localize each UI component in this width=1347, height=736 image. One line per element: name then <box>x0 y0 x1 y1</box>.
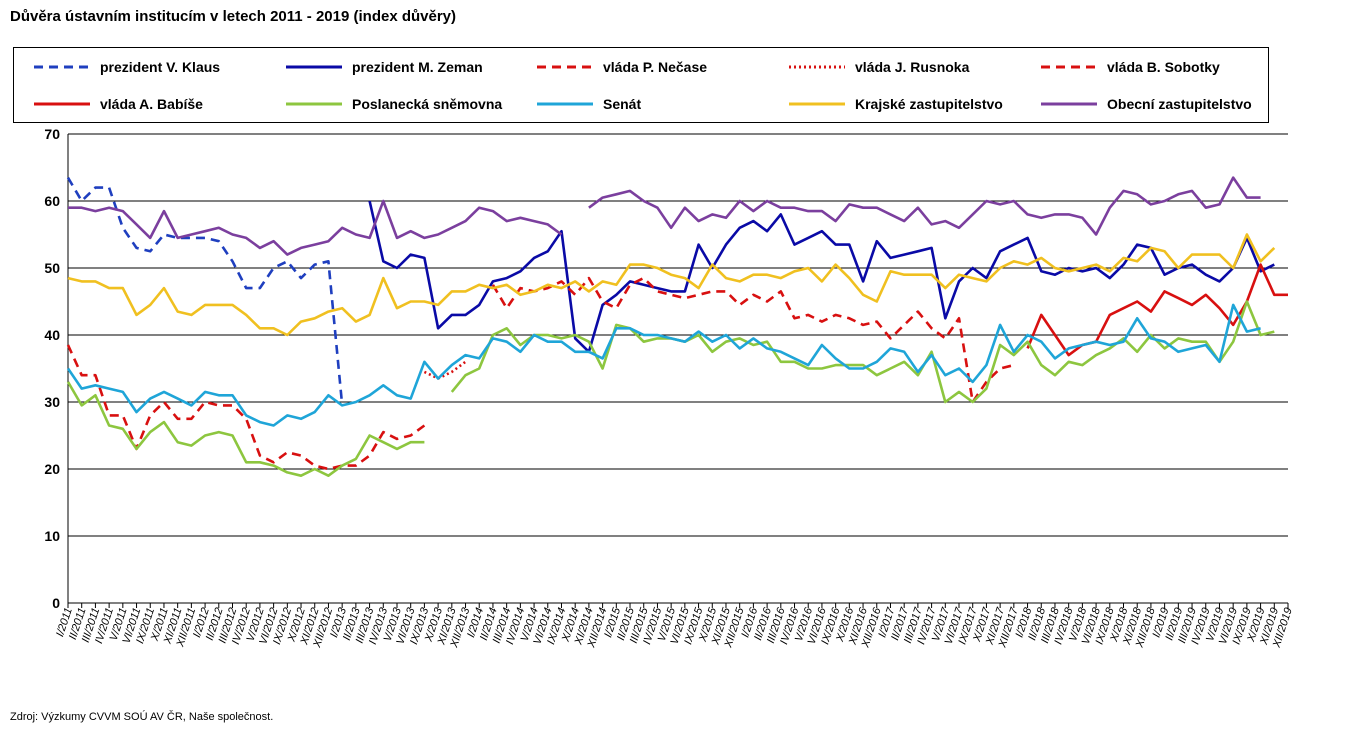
y-tick-label: 30 <box>44 394 60 410</box>
legend-label: Obecní zastupitelstvo <box>1107 96 1252 112</box>
legend-item: Senát <box>535 94 641 114</box>
legend-swatch <box>286 102 342 106</box>
legend-item: vláda J. Rusnoka <box>787 57 969 77</box>
y-tick-label: 50 <box>44 260 60 276</box>
legend-swatch <box>34 65 90 69</box>
legend-label: prezident M. Zeman <box>352 59 483 75</box>
legend-item: vláda B. Sobotky <box>1039 57 1220 77</box>
legend-label: vláda B. Sobotky <box>1107 59 1220 75</box>
legend-item: vláda A. Babíše <box>32 94 203 114</box>
series-5-line <box>491 276 1015 404</box>
series-8-line <box>66 303 1261 427</box>
series-segment <box>66 381 425 478</box>
series-segment <box>66 344 426 471</box>
legend-swatch <box>789 102 845 106</box>
series-2-line <box>368 200 1275 354</box>
y-tick-label: 40 <box>44 327 60 343</box>
legend-label: vláda J. Rusnoka <box>855 59 970 75</box>
y-tick-label: 20 <box>44 461 60 477</box>
legend-swatch <box>286 65 342 69</box>
legend-label: Senát <box>603 96 642 112</box>
legend-swatch <box>537 65 593 69</box>
chart-legend: prezident V. Klaus prezident M. Zeman vlád… <box>13 47 1269 123</box>
legend-item: Obecní zastupitelstvo <box>1039 94 1252 114</box>
legend-label: Poslanecká sněmovna <box>352 96 503 112</box>
series-segment <box>491 276 1015 404</box>
series-10-line <box>68 176 1261 256</box>
legend-label: vláda P. Nečase <box>603 59 708 75</box>
chart-title: Důvěra ústavním institucím v letech 2011… <box>10 8 457 25</box>
series-segment <box>450 300 1275 404</box>
legend-swatch <box>34 102 90 106</box>
legend-label: vláda A. Babíše <box>100 96 203 112</box>
y-tick-label: 0 <box>52 595 60 611</box>
series-7-line <box>66 300 1275 478</box>
legend-item: prezident M. Zeman <box>284 57 483 77</box>
legend-label: Krajské zastupitelstvo <box>855 96 1003 112</box>
series-segment <box>368 200 1275 354</box>
series-segment <box>67 233 1276 337</box>
series-3-line <box>66 344 426 471</box>
y-tick-label: 70 <box>44 126 60 142</box>
series-segment <box>66 303 1261 427</box>
legend-item: Krajské zastupitelstvo <box>787 94 1003 114</box>
legend-swatch <box>1041 102 1097 106</box>
legend-item: Poslanecká sněmovna <box>284 94 502 114</box>
series-9-line <box>67 233 1276 337</box>
legend-swatch <box>537 102 593 106</box>
legend-swatch <box>789 65 845 69</box>
chart-plot-area: 010203040506070I/2011II/2011III/2011IV/2… <box>44 126 1294 650</box>
legend-item: vláda P. Nečase <box>535 57 707 77</box>
legend-item: prezident V. Klaus <box>32 57 220 77</box>
series-segment <box>588 176 1261 236</box>
legend-swatch <box>1041 65 1097 69</box>
series-segment <box>68 199 563 256</box>
series-1-line <box>66 176 344 406</box>
y-tick-label: 60 <box>44 193 60 209</box>
legend-label: prezident V. Klaus <box>100 59 221 75</box>
series-segment <box>66 176 344 406</box>
source-note: Zdroj: Výzkumy CVVM SOÚ AV ČR, Naše spol… <box>10 711 274 723</box>
y-tick-label: 10 <box>44 528 60 544</box>
